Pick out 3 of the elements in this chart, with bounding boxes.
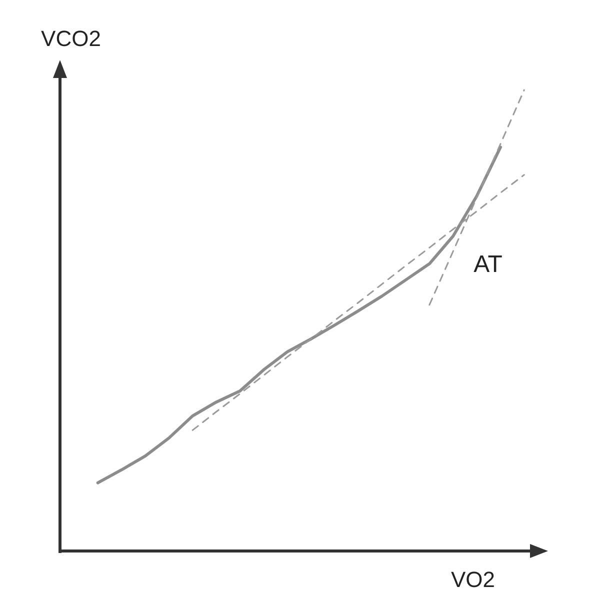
x-axis-title: VO2 [450, 567, 496, 592]
y-axis-title: VCO2 [41, 26, 101, 51]
annotation: AT [474, 251, 503, 278]
